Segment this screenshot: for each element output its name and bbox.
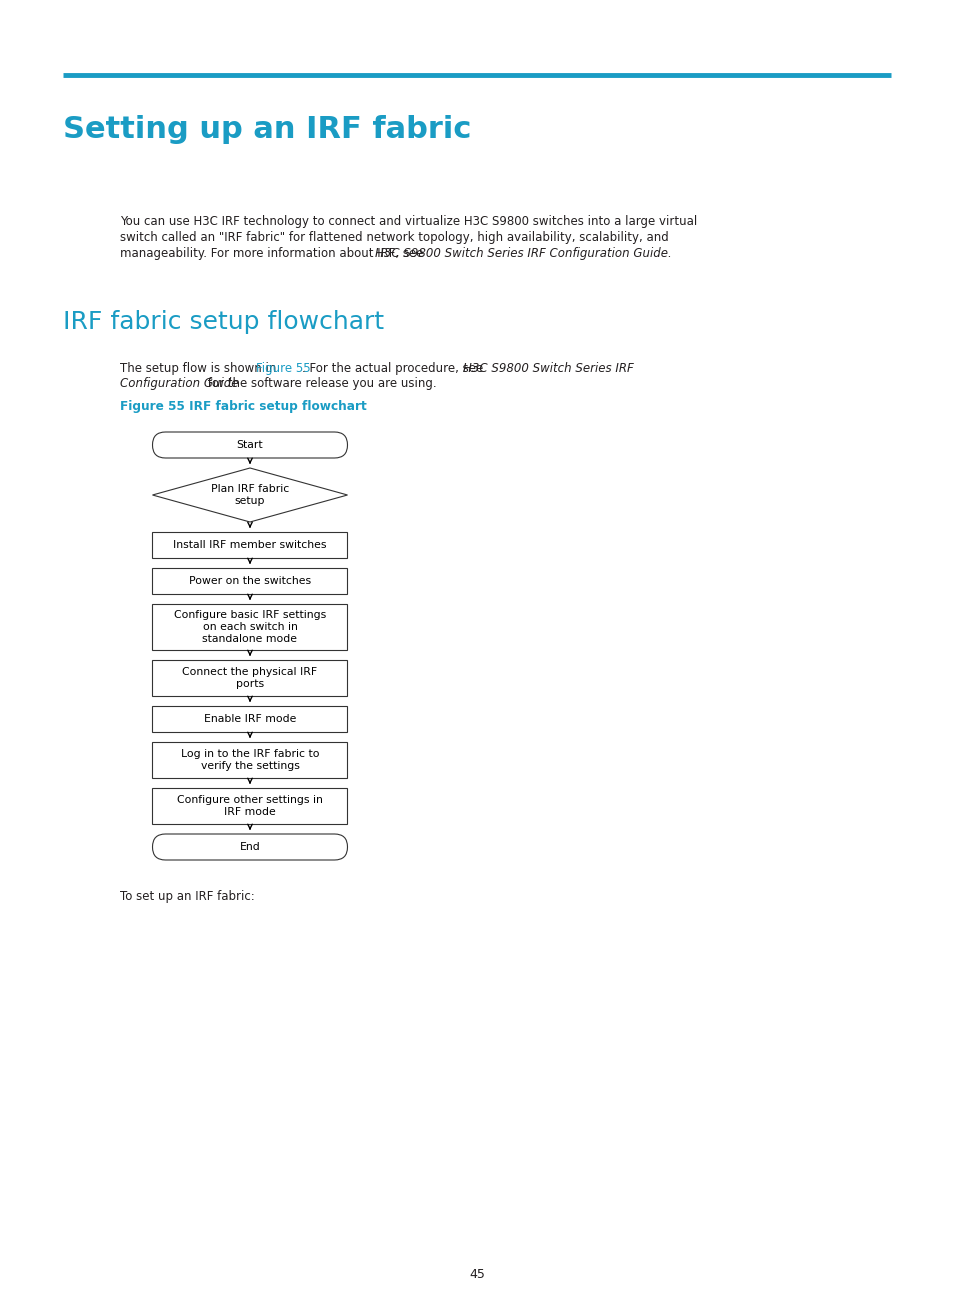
Text: Configure other settings in
IRF mode: Configure other settings in IRF mode bbox=[177, 796, 323, 816]
Text: Start: Start bbox=[236, 441, 263, 450]
FancyBboxPatch shape bbox=[152, 835, 347, 861]
Text: Setting up an IRF fabric: Setting up an IRF fabric bbox=[63, 115, 471, 144]
Text: . For the actual procedure, see: . For the actual procedure, see bbox=[301, 362, 486, 375]
Text: Configuration Guide: Configuration Guide bbox=[120, 377, 238, 390]
Text: Configure basic IRF settings
on each switch in
standalone mode: Configure basic IRF settings on each swi… bbox=[173, 610, 326, 644]
Text: Connect the physical IRF
ports: Connect the physical IRF ports bbox=[182, 667, 317, 688]
Text: H3C S9800 Switch Series IRF Configuration Guide.: H3C S9800 Switch Series IRF Configuratio… bbox=[375, 248, 671, 260]
Bar bbox=[152, 743, 347, 778]
Text: 45: 45 bbox=[469, 1267, 484, 1280]
Text: H3C S9800 Switch Series IRF: H3C S9800 Switch Series IRF bbox=[463, 362, 634, 375]
Text: IRF fabric setup flowchart: IRF fabric setup flowchart bbox=[63, 310, 384, 334]
Text: Figure 55 IRF fabric setup flowchart: Figure 55 IRF fabric setup flowchart bbox=[120, 400, 366, 413]
Text: Install IRF member switches: Install IRF member switches bbox=[173, 540, 327, 550]
Bar bbox=[152, 788, 347, 824]
Text: for the software release you are using.: for the software release you are using. bbox=[204, 377, 436, 390]
Text: switch called an "IRF fabric" for flattened network topology, high availability,: switch called an "IRF fabric" for flatte… bbox=[120, 231, 668, 244]
Text: End: End bbox=[239, 842, 260, 851]
Text: You can use H3C IRF technology to connect and virtualize H3C S9800 switches into: You can use H3C IRF technology to connec… bbox=[120, 215, 697, 228]
Bar bbox=[152, 706, 347, 732]
Bar bbox=[152, 531, 347, 559]
Text: Log in to the IRF fabric to
verify the settings: Log in to the IRF fabric to verify the s… bbox=[180, 749, 319, 771]
FancyBboxPatch shape bbox=[152, 432, 347, 457]
Text: To set up an IRF fabric:: To set up an IRF fabric: bbox=[120, 890, 254, 903]
Text: manageability. For more information about IRF, see: manageability. For more information abou… bbox=[120, 248, 427, 260]
Text: Power on the switches: Power on the switches bbox=[189, 575, 311, 586]
Bar bbox=[152, 604, 347, 651]
Polygon shape bbox=[152, 468, 347, 522]
Bar bbox=[152, 568, 347, 594]
Text: The setup flow is shown in: The setup flow is shown in bbox=[120, 362, 280, 375]
Bar bbox=[152, 660, 347, 696]
Text: Plan IRF fabric
setup: Plan IRF fabric setup bbox=[211, 485, 289, 505]
Text: Enable IRF mode: Enable IRF mode bbox=[204, 714, 295, 724]
Text: Figure 55: Figure 55 bbox=[256, 362, 311, 375]
